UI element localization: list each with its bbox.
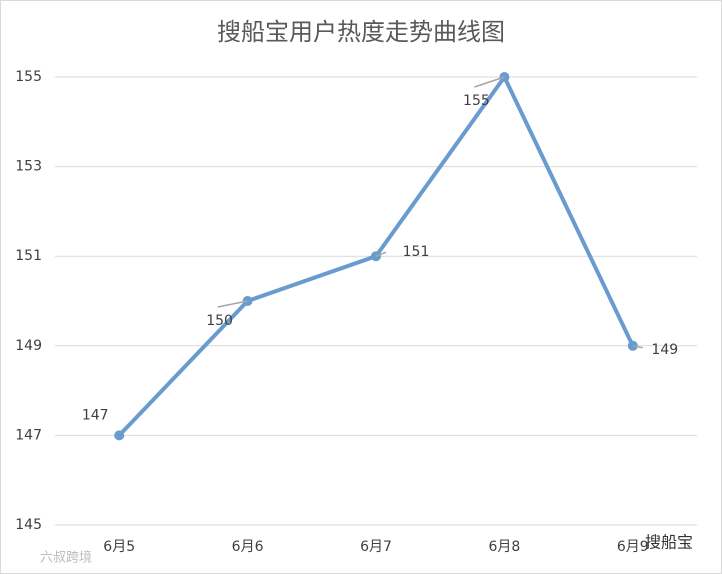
data-label: 149 <box>651 342 678 358</box>
y-tick-label: 153 <box>15 159 42 175</box>
chart-title: 搜船宝用户热度走势曲线图 <box>217 18 505 46</box>
y-tick-label: 147 <box>15 427 42 443</box>
x-tick-label: 6月7 <box>360 539 392 555</box>
x-tick-label: 6月9 <box>617 539 649 555</box>
data-label: 155 <box>463 93 490 109</box>
point <box>114 430 125 441</box>
leader-line <box>375 251 387 257</box>
data-label: 150 <box>206 313 233 329</box>
x-tick-label: 6月5 <box>103 539 135 555</box>
watermark: 六叔跨境 <box>40 551 92 566</box>
leader-line <box>217 300 248 308</box>
y-tick-label: 145 <box>15 517 42 533</box>
watermark: 搜船宝 <box>645 533 693 552</box>
y-tick-label: 155 <box>15 69 42 85</box>
data-label: 151 <box>403 244 430 260</box>
y-tick-label: 151 <box>15 248 42 264</box>
x-tick-label: 6月6 <box>232 539 264 555</box>
leader-line <box>474 76 505 88</box>
data-label: 147 <box>82 407 109 423</box>
leader-line <box>632 345 643 349</box>
y-tick-label: 149 <box>15 338 42 354</box>
x-tick-label: 6月8 <box>488 539 520 555</box>
